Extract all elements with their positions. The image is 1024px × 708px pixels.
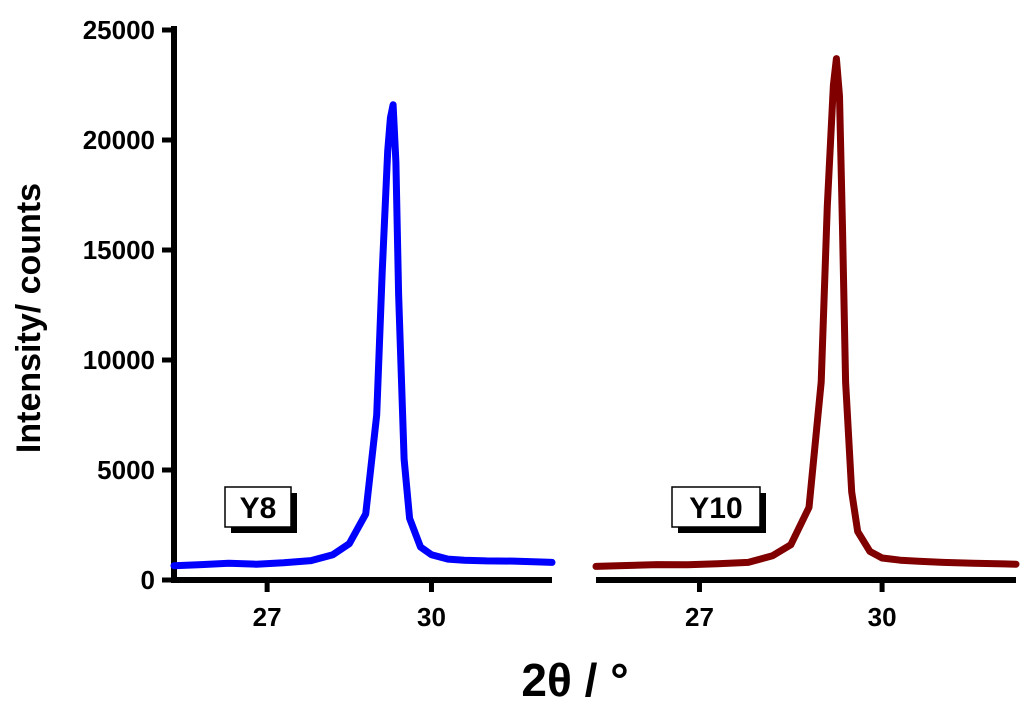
label-text: Y8 (240, 492, 277, 525)
x-tick-label: 30 (417, 602, 446, 632)
label-box (224, 486, 292, 528)
y-tick-label: 10000 (83, 345, 155, 375)
y-tick-label: 25000 (83, 15, 155, 45)
label-text: Y10 (689, 492, 742, 525)
x-tick-label: 27 (685, 602, 714, 632)
series-line-y8 (170, 101, 556, 570)
label-box (671, 486, 761, 528)
x-tick-label: 27 (253, 602, 282, 632)
panel-y10: 27 30 Y10 (592, 55, 1020, 632)
y-tick-label: 5000 (97, 455, 155, 485)
y-tick-label: 0 (141, 565, 155, 595)
y-axis: 0 5000 10000 15000 20000 25000 (83, 15, 177, 595)
y-axis-title: Intensity/ counts (10, 183, 48, 453)
x-axis-title: 2θ / ° (521, 654, 628, 706)
series-label-y10: Y10 (671, 486, 766, 533)
x-tick-label: 30 (868, 602, 897, 632)
series-line-y10 (592, 55, 1020, 570)
panel-y8: 27 30 Y8 (170, 101, 556, 632)
y-tick-label: 20000 (83, 125, 155, 155)
series-label-y8: Y8 (224, 486, 297, 533)
y-tick-label: 15000 (83, 235, 155, 265)
